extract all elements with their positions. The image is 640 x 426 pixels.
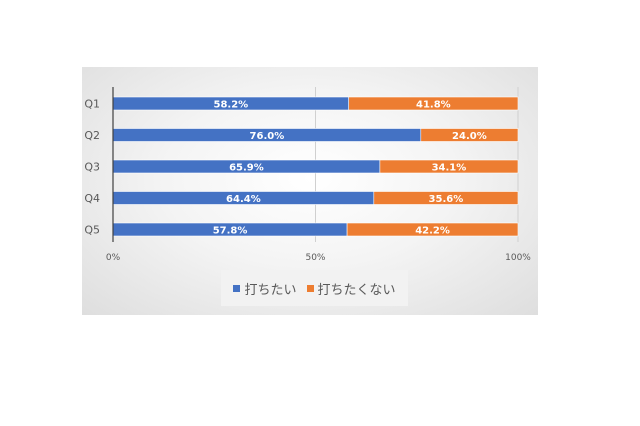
bar-Q3-series-2 [379,159,519,174]
category-label-Q1: Q1 [84,98,100,111]
legend: 打ちたい 打ちたくない [221,270,408,306]
data-label-Q5-series-2: 42.2% [415,226,450,237]
bar-Q2-series-2 [420,128,519,142]
x-tick-label-1: 50% [305,253,325,263]
category-label-Q4: Q4 [84,192,100,205]
data-label-Q1-series-1: 58.2% [214,100,249,111]
data-label-Q1-series-2: 41.8% [416,100,451,111]
legend-label-series-2: 打ちたくない [317,282,396,298]
category-label-Q5: Q5 [84,224,100,237]
data-label-Q2-series-2: 24.0% [452,131,487,142]
data-label-Q4-series-2: 35.6% [429,194,464,205]
legend-item-series-1: 打ちたい [233,279,297,298]
bar-Q4-series-2 [373,191,519,205]
data-label-Q4-series-1: 64.4% [226,194,261,205]
legend-swatch-series-1 [233,284,241,292]
legend-swatch-series-2 [306,284,314,292]
legend-item-series-2: 打ちたくない [306,279,396,298]
bar-Q1-series-2 [348,96,519,111]
bar-Q5-series-2 [346,222,519,237]
data-label-Q3-series-1: 65.9% [229,163,264,174]
data-label-Q2-series-1: 76.0% [250,131,285,142]
data-label-Q3-series-2: 34.1% [432,163,467,174]
chart-panel: 58.2% 41.8% Q1 76.0% 24.0% Q2 65.9% 34.1% Q3 64.4… [82,67,538,315]
category-label-Q3: Q3 [84,161,100,174]
stacked-bar-chart: 58.2% 41.8% Q1 76.0% 24.0% Q2 65.9% 34.1% Q3 64.4… [84,87,531,263]
x-tick-label-0: 0% [106,253,121,263]
category-label-Q2: Q2 [84,129,100,142]
legend-label-series-1: 打ちたい [244,282,297,298]
data-label-Q5-series-1: 57.8% [213,226,248,237]
x-tick-label-2: 100% [505,253,531,263]
